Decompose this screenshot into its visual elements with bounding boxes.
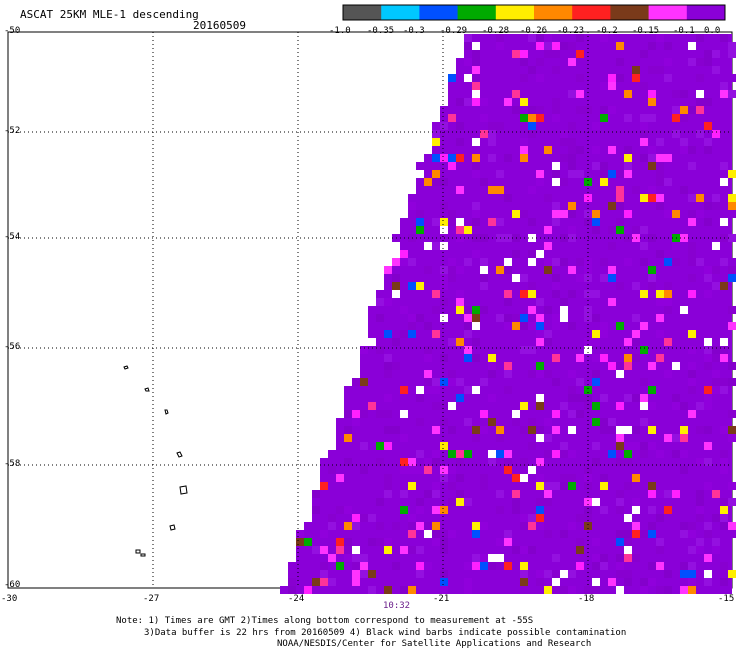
lon-label-18: -18 <box>578 594 595 604</box>
colorbar-label-2: -0.3 <box>403 26 425 36</box>
swath-data-layer <box>280 34 736 594</box>
colorbar-swatch <box>381 5 420 20</box>
colorbar-swatch <box>610 5 650 20</box>
grid-lines <box>8 32 732 588</box>
lat-label-56: -56 <box>4 342 21 352</box>
note-line-1: Note: 1) Times are GMT 2)Times along bot… <box>116 616 534 626</box>
lon-label-24: -24 <box>288 594 305 604</box>
colorbar-swatch <box>686 5 726 20</box>
colorbar-swatch <box>419 5 459 20</box>
colorbar-swatch <box>495 5 535 20</box>
note-line-2: 3)Data buffer is 22 hrs from 20160509 4)… <box>144 628 627 638</box>
lat-label-58: -58 <box>4 459 21 469</box>
lon-label-15: -15 <box>718 594 735 604</box>
colorbar <box>342 4 726 21</box>
colorbar-label-8: -0.15 <box>632 26 660 36</box>
lat-label-52: -52 <box>4 126 21 136</box>
colorbar-label-4: -0.28 <box>482 26 510 36</box>
lat-label-54: -54 <box>4 232 21 242</box>
colorbar-label-6: -0.23 <box>557 26 585 36</box>
lon-label-21: -21 <box>433 594 450 604</box>
colorbar-label-5: -0.26 <box>520 26 548 36</box>
colorbar-swatch <box>343 5 382 20</box>
lat-label-60: -60 <box>4 580 21 590</box>
colorbar-label-3: -0.29 <box>440 26 468 36</box>
colorbar-swatch <box>572 5 611 20</box>
measurement-time: 10:32 <box>383 601 411 611</box>
colorbar-swatch <box>648 5 688 20</box>
lat-label-50: -50 <box>4 26 21 36</box>
colorbar-swatch <box>457 5 497 20</box>
colorbar-label-7: -0.2 <box>596 26 618 36</box>
map-title: ASCAT 25KM MLE-1 descending <box>20 8 199 21</box>
lon-label-27: -27 <box>143 594 160 604</box>
colorbar-swatch <box>534 5 573 20</box>
note-line-3: NOAA/NESDIS/Center for Satellite Applica… <box>277 639 592 649</box>
colorbar-label-0: -1.0 <box>329 26 351 36</box>
colorbar-label-1: -0.35 <box>367 26 395 36</box>
lon-label-30: -30 <box>1 594 18 604</box>
map-date: 20160509 <box>193 19 246 32</box>
colorbar-label-9: -0.1 <box>673 26 695 36</box>
colorbar-label-10: 0.0 <box>704 26 721 36</box>
islands <box>123 365 188 557</box>
